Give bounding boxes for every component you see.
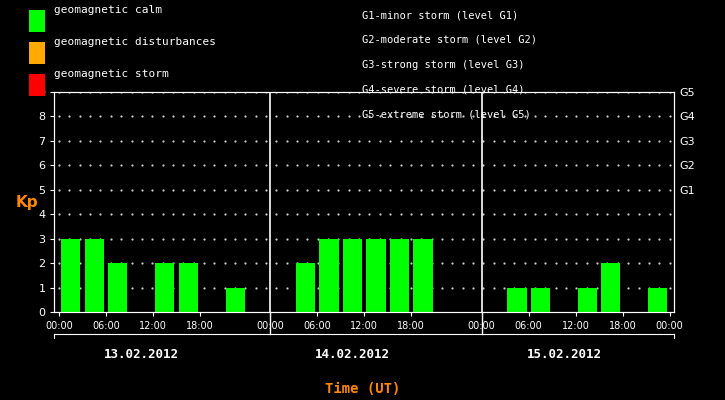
Bar bbox=[390, 239, 409, 312]
Bar bbox=[61, 239, 80, 312]
Text: G4-severe storm (level G4): G4-severe storm (level G4) bbox=[362, 84, 525, 94]
Y-axis label: Kp: Kp bbox=[16, 194, 38, 210]
Bar bbox=[531, 288, 550, 312]
Text: G3-strong storm (level G3): G3-strong storm (level G3) bbox=[362, 60, 525, 70]
Bar bbox=[155, 263, 174, 312]
Bar bbox=[366, 239, 386, 312]
Text: geomagnetic calm: geomagnetic calm bbox=[54, 5, 162, 15]
Bar bbox=[507, 288, 526, 312]
Bar bbox=[85, 239, 104, 312]
Bar bbox=[343, 239, 362, 312]
Bar bbox=[648, 288, 668, 312]
Bar bbox=[601, 263, 621, 312]
Text: 13.02.2012: 13.02.2012 bbox=[104, 348, 179, 361]
Text: 15.02.2012: 15.02.2012 bbox=[526, 348, 602, 361]
Bar bbox=[578, 288, 597, 312]
Text: G2-moderate storm (level G2): G2-moderate storm (level G2) bbox=[362, 35, 537, 45]
Text: G5-extreme storm (level G5): G5-extreme storm (level G5) bbox=[362, 109, 531, 119]
Bar bbox=[296, 263, 315, 312]
Bar bbox=[225, 288, 245, 312]
Bar bbox=[320, 239, 339, 312]
Bar bbox=[178, 263, 198, 312]
Text: geomagnetic disturbances: geomagnetic disturbances bbox=[54, 37, 215, 47]
Bar bbox=[108, 263, 128, 312]
Text: Time (UT): Time (UT) bbox=[325, 382, 400, 396]
Text: G1-minor storm (level G1): G1-minor storm (level G1) bbox=[362, 10, 519, 20]
Bar bbox=[413, 239, 433, 312]
Text: geomagnetic storm: geomagnetic storm bbox=[54, 69, 168, 79]
Text: 14.02.2012: 14.02.2012 bbox=[315, 348, 390, 361]
